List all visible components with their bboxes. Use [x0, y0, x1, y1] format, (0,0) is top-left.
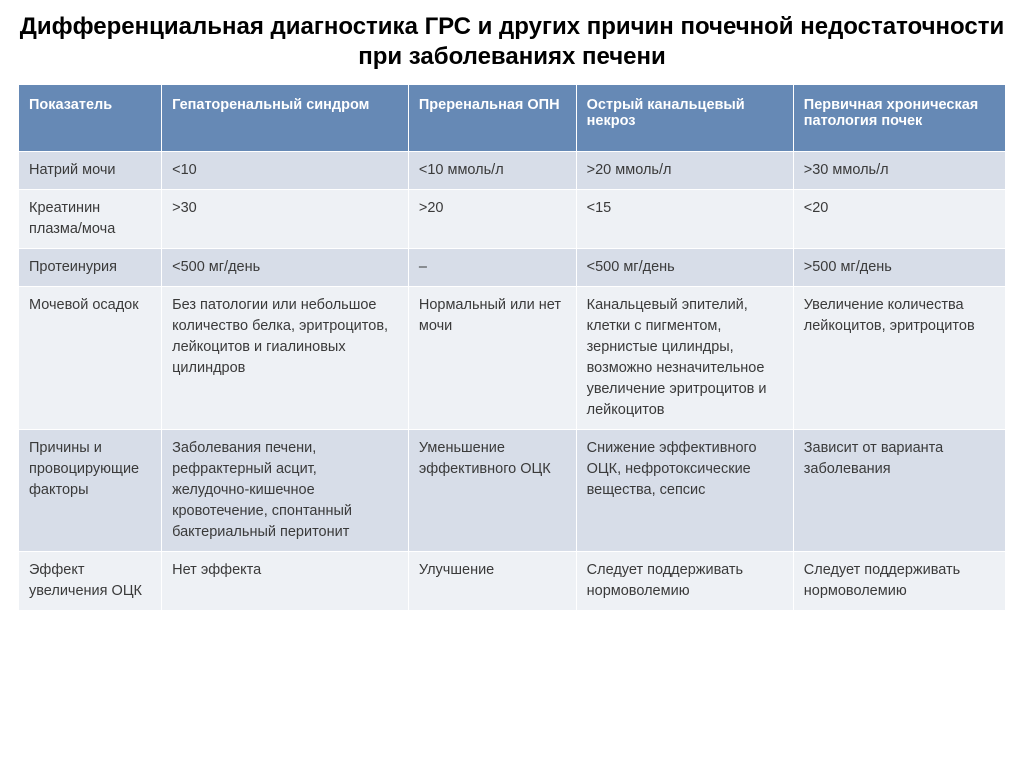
- cell: Заболевания печени, рефрактерный асцит, …: [162, 430, 409, 552]
- cell: Следует поддерживать нормоволемию: [793, 552, 1005, 611]
- col-header: Показатель: [19, 85, 162, 152]
- cell: >30: [162, 190, 409, 249]
- cell: <500 мг/день: [576, 249, 793, 287]
- cell: >500 мг/день: [793, 249, 1005, 287]
- table-header-row: Показатель Гепаторенальный синдром Прере…: [19, 85, 1006, 152]
- row-label: Эффект увеличения ОЦК: [19, 552, 162, 611]
- row-label: Протеинурия: [19, 249, 162, 287]
- cell: Канальцевый эпителий, клетки с пигментом…: [576, 287, 793, 430]
- page-title: Дифференциальная диагностика ГРС и други…: [18, 12, 1006, 72]
- col-header: Преренальная ОПН: [408, 85, 576, 152]
- table-row: Натрий мочи <10 <10 ммоль/л >20 ммоль/л …: [19, 152, 1006, 190]
- cell: >20 ммоль/л: [576, 152, 793, 190]
- row-label: Причины и провоцирующие факторы: [19, 430, 162, 552]
- col-header: Первичная хроническая патология почек: [793, 85, 1005, 152]
- row-label: Натрий мочи: [19, 152, 162, 190]
- table-row: Мочевой осадок Без патологии или небольш…: [19, 287, 1006, 430]
- cell: Нормальный или нет мочи: [408, 287, 576, 430]
- cell: Улучшение: [408, 552, 576, 611]
- cell: Снижение эффективного ОЦК, нефротоксичес…: [576, 430, 793, 552]
- cell: Следует поддерживать нормоволемию: [576, 552, 793, 611]
- cell: Нет эффекта: [162, 552, 409, 611]
- cell: Без патологии или небольшое количество б…: [162, 287, 409, 430]
- row-label: Креатинин плазма/моча: [19, 190, 162, 249]
- col-header: Острый канальцевый некроз: [576, 85, 793, 152]
- cell: <15: [576, 190, 793, 249]
- row-label: Мочевой осадок: [19, 287, 162, 430]
- cell: <10: [162, 152, 409, 190]
- cell: –: [408, 249, 576, 287]
- cell: <20: [793, 190, 1005, 249]
- diagnosis-table: Показатель Гепаторенальный синдром Прере…: [18, 84, 1006, 611]
- cell: <10 ммоль/л: [408, 152, 576, 190]
- table-row: Креатинин плазма/моча >30 >20 <15 <20: [19, 190, 1006, 249]
- cell: Увеличение количества лейкоцитов, эритро…: [793, 287, 1005, 430]
- col-header: Гепаторенальный синдром: [162, 85, 409, 152]
- table-row: Причины и провоцирующие факторы Заболева…: [19, 430, 1006, 552]
- cell: Уменьшение эффективного ОЦК: [408, 430, 576, 552]
- cell: >20: [408, 190, 576, 249]
- cell: Зависит от варианта заболевания: [793, 430, 1005, 552]
- cell: <500 мг/день: [162, 249, 409, 287]
- table-row: Протеинурия <500 мг/день – <500 мг/день …: [19, 249, 1006, 287]
- cell: >30 ммоль/л: [793, 152, 1005, 190]
- table-row: Эффект увеличения ОЦК Нет эффекта Улучше…: [19, 552, 1006, 611]
